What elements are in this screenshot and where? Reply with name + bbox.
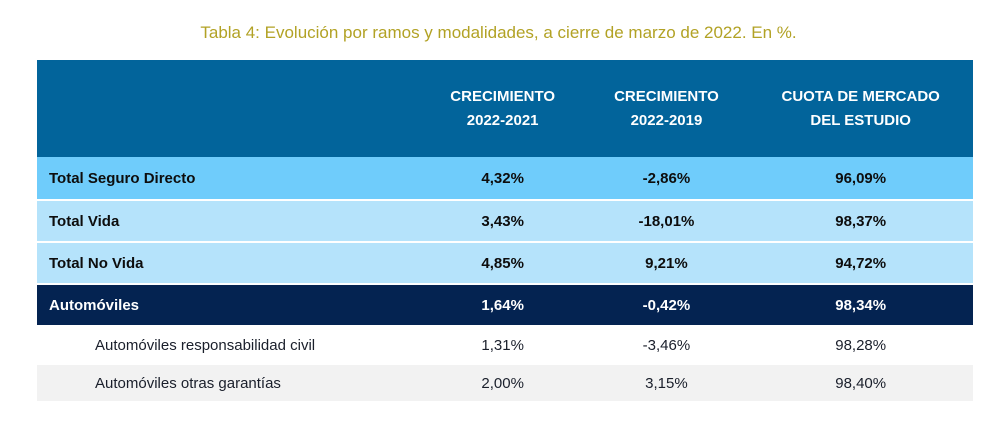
row-label: Automóviles [37, 283, 421, 326]
row-value-crecimiento-2022-2019: -18,01% [584, 199, 749, 242]
table-row: Total Seguro Directo 4,32% -2,86% 96,09% [37, 157, 973, 200]
row-value-cuota-mercado: 98,34% [748, 283, 973, 326]
row-label: Total No Vida [37, 241, 421, 284]
ramos-modalidades-table: CRECIMIENTO 2022-2021 CRECIMIENTO 2022-2… [37, 60, 973, 401]
row-value-crecimiento-2022-2019: -3,46% [584, 325, 749, 364]
row-label: Automóviles otras garantías [37, 363, 421, 401]
row-value-cuota-mercado: 96,09% [748, 157, 973, 200]
header-cuota-mercado: CUOTA DE MERCADO DEL ESTUDIO [748, 60, 973, 157]
table-row: Automóviles otras garantías 2,00% 3,15% … [37, 363, 973, 401]
table-row: Automóviles responsabilidad civil 1,31% … [37, 325, 973, 364]
row-value-crecimiento-2022-2021: 3,43% [420, 199, 585, 242]
header-crecimiento-2022-2021: CRECIMIENTO 2022-2021 [420, 60, 585, 157]
row-label: Total Seguro Directo [37, 157, 421, 200]
table-row: Automóviles 1,64% -0,42% 98,34% [37, 283, 973, 326]
header-empty-cell [37, 60, 421, 157]
table-title: Tabla 4: Evolución por ramos y modalidad… [200, 23, 797, 42]
row-value-cuota-mercado: 98,37% [748, 199, 973, 242]
row-value-crecimiento-2022-2021: 4,32% [420, 157, 585, 200]
row-value-cuota-mercado: 98,28% [748, 325, 973, 364]
row-value-crecimiento-2022-2019: 3,15% [584, 363, 749, 401]
header-row: CRECIMIENTO 2022-2021 CRECIMIENTO 2022-2… [37, 60, 973, 157]
table-row: Total No Vida 4,85% 9,21% 94,72% [37, 241, 973, 284]
row-value-cuota-mercado: 98,40% [748, 363, 973, 401]
row-value-crecimiento-2022-2019: -0,42% [584, 283, 749, 326]
row-value-cuota-mercado: 94,72% [748, 241, 973, 284]
row-value-crecimiento-2022-2021: 4,85% [420, 241, 585, 284]
row-value-crecimiento-2022-2021: 1,31% [420, 325, 585, 364]
row-value-crecimiento-2022-2019: -2,86% [584, 157, 749, 200]
table-body: Total Seguro Directo 4,32% -2,86% 96,09%… [37, 157, 973, 401]
row-label: Total Vida [37, 199, 421, 242]
row-label: Automóviles responsabilidad civil [37, 325, 421, 364]
table-row: Total Vida 3,43% -18,01% 98,37% [37, 199, 973, 242]
header-crecimiento-2022-2019: CRECIMIENTO 2022-2019 [584, 60, 749, 157]
row-value-crecimiento-2022-2021: 2,00% [420, 363, 585, 401]
table-container: CRECIMIENTO 2022-2021 CRECIMIENTO 2022-2… [37, 60, 973, 401]
row-value-crecimiento-2022-2021: 1,64% [420, 283, 585, 326]
row-value-crecimiento-2022-2019: 9,21% [584, 241, 749, 284]
